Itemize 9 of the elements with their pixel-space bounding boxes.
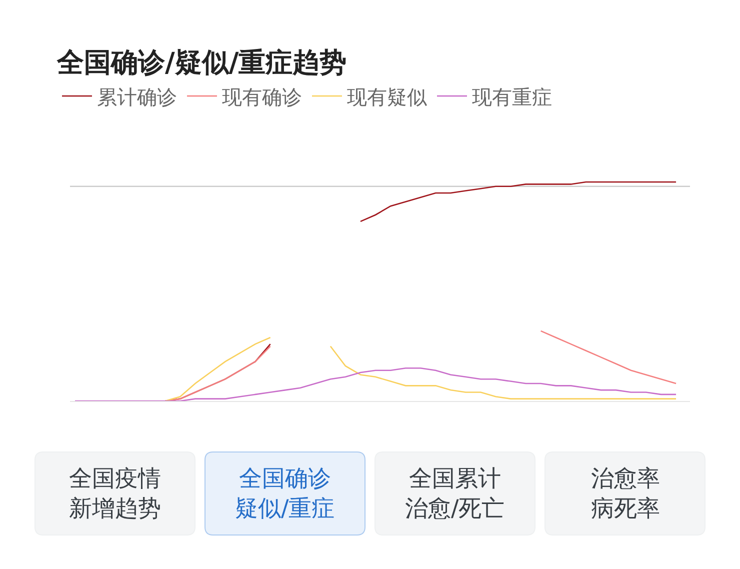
category-label: 治愈率病死率 — [591, 466, 660, 522]
category-label: 全国疫情新增趋势 — [69, 466, 161, 522]
legend-label: 现有重症 — [472, 84, 552, 109]
chart-title: 全国确诊/疑似/重症趋势 — [56, 47, 347, 78]
legend-label: 现有确诊 — [222, 84, 302, 109]
legend-label: 累计确诊 — [97, 84, 177, 109]
legend-label: 现有疑似 — [347, 84, 427, 109]
category-label: 全国累计治愈/死亡 — [405, 466, 505, 522]
category-label: 全国确诊疑似/重症 — [235, 466, 335, 522]
